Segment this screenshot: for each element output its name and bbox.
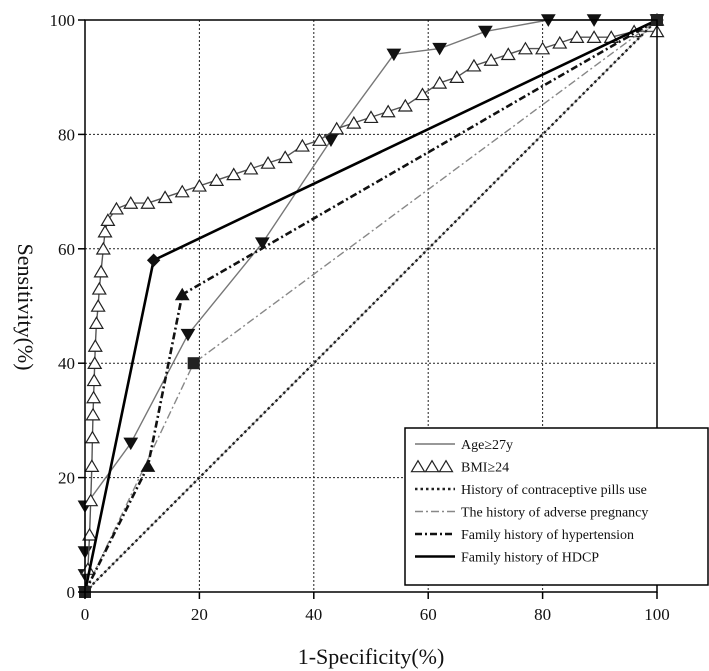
series-1-point-38	[449, 70, 465, 84]
series-4-point-2	[174, 287, 190, 301]
series-1-point-36	[414, 87, 431, 101]
series-1-point-28	[277, 150, 293, 164]
series-1-point-25	[226, 167, 242, 181]
reference-diagonal	[84, 19, 658, 593]
series-1	[80, 24, 665, 593]
series-1-point-9	[87, 356, 103, 369]
series-1-point-37	[432, 75, 448, 89]
series-1-point-45	[569, 30, 585, 43]
legend-label-0: Age≥27y	[461, 438, 513, 453]
x-tick-label-80: 80	[534, 605, 551, 624]
series-1-point-21	[157, 190, 173, 204]
series-1-point-32	[346, 115, 362, 129]
series-1-point-43	[535, 41, 551, 55]
legend-box	[404, 427, 709, 586]
series-1-point-29	[294, 138, 310, 152]
series-0-point-10	[478, 25, 493, 39]
series-1-point-5	[84, 430, 100, 444]
series-4-point-1	[140, 459, 156, 472]
series-1-point-40	[483, 53, 499, 66]
legend-label-2: History of contraceptive pills use	[461, 483, 647, 498]
series-1-point-35	[397, 98, 413, 112]
series-1-point-8	[86, 373, 102, 387]
series-1-point-26	[243, 161, 259, 175]
series-0-point-8	[386, 48, 402, 62]
series-1-point-24	[209, 173, 225, 186]
series-1-point-19	[123, 196, 139, 209]
x-axis-title: 1-Specificity(%)	[298, 644, 445, 669]
axis-ticks: 0 20 40 60 80 100 0 20 40 60 80 100	[50, 11, 670, 624]
series-1-point-34	[380, 104, 396, 118]
series-1-point-13	[91, 281, 107, 295]
series-1-point-46	[586, 30, 602, 43]
series-0-point-5	[180, 328, 196, 342]
x-tick-label-40: 40	[305, 605, 322, 624]
legend-marker-1-0	[410, 459, 426, 473]
series-1-point-14	[93, 264, 109, 278]
series-0-point-4	[123, 437, 139, 451]
y-tick-label-100: 100	[50, 11, 76, 30]
legend-marker-1-2	[438, 459, 454, 473]
series-1-point-23	[191, 178, 207, 192]
series-1-point-31	[329, 121, 345, 135]
series-1-point-30	[311, 133, 328, 146]
y-tick-label-80: 80	[58, 125, 75, 144]
legend-label-1: BMI≥24	[461, 461, 509, 476]
series-1-point-42	[517, 41, 533, 55]
series-1-point-39	[466, 58, 482, 72]
plot-frame	[84, 19, 658, 593]
plot-border	[84, 19, 658, 593]
series-1-point-2	[82, 527, 98, 541]
series-1-point-16	[97, 224, 113, 238]
legend-label-5: Family history of HDCP	[461, 551, 599, 566]
x-tick-label-100: 100	[644, 605, 670, 624]
series-1-point-44	[552, 35, 568, 49]
series-5-point-1	[146, 253, 161, 267]
x-tick-label-20: 20	[191, 605, 208, 624]
series-1-point-22	[174, 184, 190, 198]
x-tick-label-0: 0	[81, 605, 90, 624]
series-1-point-17	[100, 213, 116, 226]
series-1-point-27	[260, 155, 276, 169]
series-1-point-12	[90, 298, 106, 312]
y-tick-label-0: 0	[67, 583, 76, 602]
series-0-point-6	[254, 237, 270, 250]
series-1-point-41	[500, 47, 516, 61]
y-tick-label-20: 20	[58, 469, 75, 488]
legend: Age≥27y BMI≥24 History of contraceptive pi…	[404, 427, 709, 586]
series-1-point-4	[84, 459, 100, 472]
y-tick-label-40: 40	[58, 354, 75, 373]
y-axis-title: Sensitivity(%)	[13, 243, 38, 370]
legend-label-3: The history of adverse pregnancy	[461, 506, 648, 521]
series-line-3	[84, 19, 658, 593]
series-1-point-15	[95, 241, 111, 255]
legend-label-4: Family history of hypertension	[461, 528, 634, 543]
series-1-point-6	[85, 407, 101, 421]
series-1-point-11	[88, 316, 104, 329]
series-1-point-33	[363, 110, 379, 124]
legend-marker-1-1	[424, 459, 440, 473]
series-1-point-7	[86, 390, 102, 404]
series-1-point-20	[140, 196, 156, 209]
series-0-point-7	[323, 134, 339, 147]
series-1-point-3	[83, 493, 99, 507]
series-1-point-10	[87, 339, 103, 352]
y-tick-label-60: 60	[58, 240, 75, 259]
x-tick-label-60: 60	[420, 605, 437, 624]
chance-line	[84, 19, 658, 593]
series-3-point-1	[187, 357, 200, 370]
series-0-point-9	[432, 42, 448, 56]
series-line-4	[83, 18, 658, 593]
series-1-point-18	[108, 201, 125, 215]
